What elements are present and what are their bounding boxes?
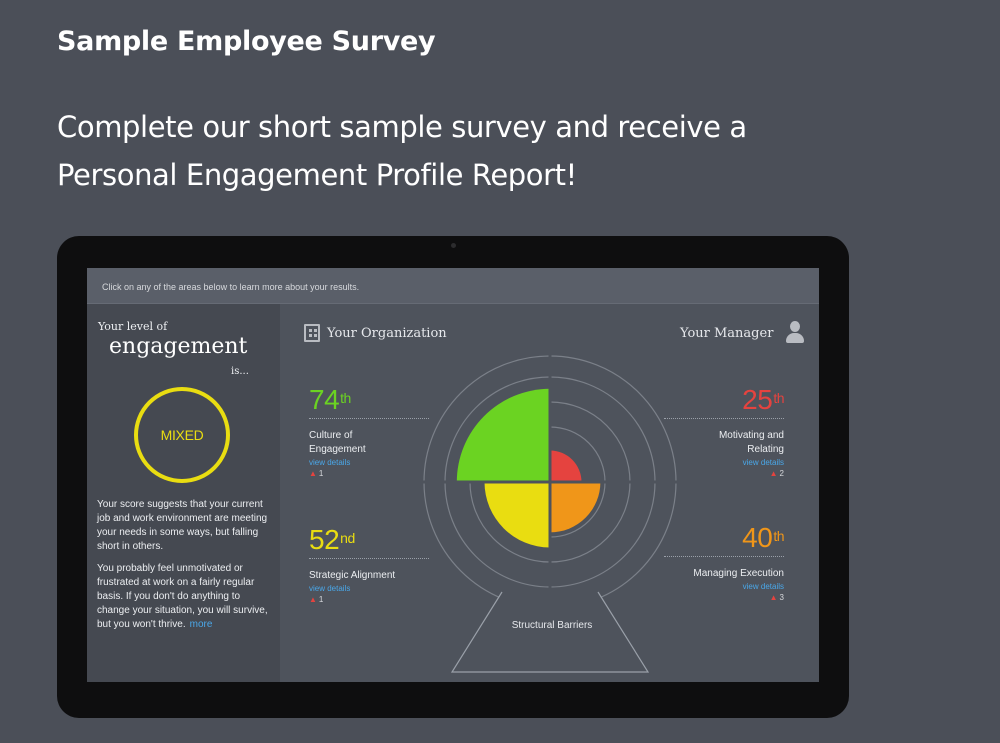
instruction-text: Click on any of the areas below to learn… <box>102 282 360 292</box>
engagement-result: MIXED <box>160 427 204 443</box>
structural-barriers-label[interactable]: Structural Barriers <box>511 620 593 631</box>
metric-culture[interactable]: 74th Culture of Engagement view details … <box>309 384 429 479</box>
quadrant-strategic <box>484 482 550 548</box>
warning-icon: ▲ <box>309 595 317 604</box>
metric-value: 40th <box>742 522 784 553</box>
engagement-result-ring[interactable]: MIXED <box>134 387 230 483</box>
person-icon <box>786 321 804 343</box>
view-details-link[interactable]: view details <box>742 582 784 591</box>
metric-name: Culture of Engagement <box>309 430 366 455</box>
engagement-description: Your score suggests that your current jo… <box>97 499 268 552</box>
view-details-link[interactable]: view details <box>742 458 784 467</box>
camera-dot <box>451 243 456 248</box>
metric-value: 25th <box>742 384 784 415</box>
flag-count: ▲ 3 <box>769 593 784 602</box>
dotted-divider <box>309 558 429 559</box>
engagement-description-more: You probably feel unmotivated or frustra… <box>97 562 273 632</box>
device-frame: Click on any of the areas below to learn… <box>57 236 849 718</box>
quadrant-managing <box>550 482 601 533</box>
more-link[interactable]: more <box>189 619 213 630</box>
flag-count: ▲ 1 <box>309 595 324 604</box>
warning-icon: ▲ <box>309 469 317 478</box>
dotted-divider <box>664 556 784 557</box>
manager-header: Your Manager <box>680 326 774 341</box>
metric-strategic[interactable]: 52nd Strategic Alignment view details ▲ 1 <box>309 524 429 605</box>
view-details-link[interactable]: view details <box>309 458 351 467</box>
instruction-bar: Click on any of the areas below to learn… <box>87 268 819 304</box>
warning-icon: ▲ <box>769 469 778 478</box>
metric-value: 74th <box>309 384 351 415</box>
flag-count: ▲ 2 <box>769 469 784 478</box>
building-icon <box>304 324 320 342</box>
engagement-word: engagement <box>109 334 248 359</box>
metric-motivating[interactable]: 25th Motivating and Relating view detail… <box>664 384 784 479</box>
engagement-description-text: You probably feel unmotivated or frustra… <box>97 563 268 630</box>
metric-value: 52nd <box>309 524 355 555</box>
results-area: Your Organization Your Manager 74th Cult… <box>280 304 819 682</box>
radar-separator <box>420 352 680 612</box>
engagement-radar[interactable] <box>420 352 680 682</box>
metric-name: Strategic Alignment <box>309 570 396 581</box>
quadrant-culture <box>456 388 550 482</box>
page-heading: Sample Employee Survey <box>57 26 436 57</box>
is-label: is... <box>231 366 249 377</box>
structural-barriers-base <box>450 591 650 673</box>
dotted-divider <box>664 418 784 419</box>
metric-name: Managing Execution <box>693 568 784 579</box>
view-details-link[interactable]: view details <box>309 584 351 593</box>
metric-managing[interactable]: 40th Managing Execution view details ▲ 3 <box>664 522 784 603</box>
warning-icon: ▲ <box>769 593 778 602</box>
quadrant-motivating <box>550 450 582 482</box>
report-screen: Click on any of the areas below to learn… <box>87 268 819 682</box>
dotted-divider <box>309 418 429 419</box>
organization-header: Your Organization <box>327 326 447 341</box>
page-lead: Complete our short sample survey and rec… <box>57 110 747 192</box>
flag-count: ▲ 1 <box>309 469 324 478</box>
engagement-panel: Your level of engagement is... MIXED You… <box>87 304 280 682</box>
metric-name: Motivating and Relating <box>718 430 784 455</box>
level-label: Your level of <box>98 320 168 333</box>
